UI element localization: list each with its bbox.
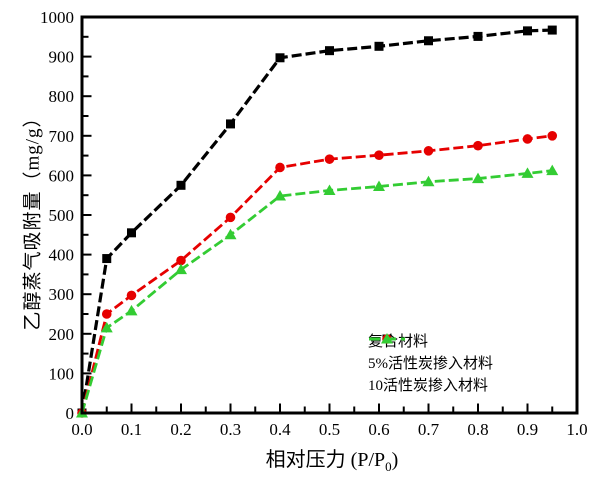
y-tick-label: 600 <box>49 166 75 185</box>
y-tick-label: 0 <box>66 404 75 423</box>
x-tick-label: 0.6 <box>368 420 389 439</box>
series-circle <box>77 131 558 418</box>
y-axis-title-text: 乙醇蒸气吸附量（mg/g） <box>22 107 44 331</box>
x-tick-label: 0.2 <box>170 420 191 439</box>
series-line <box>80 134 553 414</box>
y-tick-label: 400 <box>49 246 75 265</box>
x-tick-label: 0.5 <box>319 420 340 439</box>
legend: 复合材料 5%活性炭掺入材料 10活性炭掺入材料 <box>368 331 493 397</box>
x-axis-subscript: 0 <box>385 459 392 474</box>
y-tick-label: 700 <box>49 127 75 146</box>
x-axis-title-text: 相对压力 (P/P0) <box>265 449 399 474</box>
y-tick-label: 800 <box>49 87 75 106</box>
y-tick-label: 900 <box>49 48 75 67</box>
x-tick-label: 0.3 <box>220 420 241 439</box>
x-tick-label: 0.9 <box>517 420 538 439</box>
y-tick-label: 500 <box>49 206 75 225</box>
legend-label: 5%活性炭掺入材料 <box>368 355 493 372</box>
legend-triangle-marker-icon <box>369 333 405 344</box>
x-axis-ticks <box>81 403 578 412</box>
x-tick-label: 0.7 <box>418 420 440 439</box>
y-tick-label: 100 <box>49 364 75 383</box>
y-tick-label: 200 <box>49 325 75 344</box>
x-tick-label: 0.4 <box>269 420 291 439</box>
x-tick-label: 1.0 <box>566 420 587 439</box>
legend-item-5pct-carbon: 5%活性炭掺入材料 <box>368 334 493 375</box>
legend-label: 10活性炭掺入材料 <box>368 377 489 394</box>
series-square <box>77 25 557 418</box>
y-tick-label: 300 <box>49 285 75 304</box>
series-triangle-up <box>76 164 559 418</box>
x-tick-labels: 0.0 0.1 0.2 0.3 0.4 0.5 0.6 0.7 0.8 0.9 1.0 <box>71 420 587 439</box>
legend-item-10pct-carbon: 10活性炭掺入材料 <box>368 333 493 397</box>
y-tick-labels: 0 100 200 300 400 500 600 700 800 900 1000 <box>40 8 74 423</box>
x-tick-label: 0.8 <box>467 420 488 439</box>
x-tick-label: 0.0 <box>71 420 92 439</box>
y-tick-label: 1000 <box>40 8 74 27</box>
plot-border <box>80 15 579 415</box>
x-tick-label: 0.1 <box>121 420 142 439</box>
